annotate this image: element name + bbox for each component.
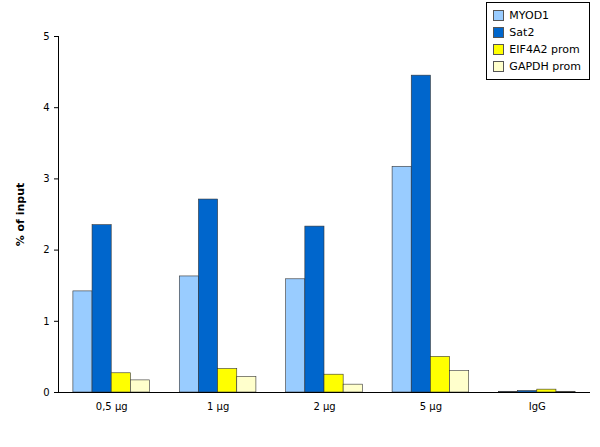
svg-text:5: 5 — [43, 31, 49, 42]
html-text:Sat2: Sat2 — [509, 26, 535, 39]
html-text:MYOD1: MYOD1 — [509, 9, 550, 22]
svg-text:0,5 µg: 0,5 µg — [96, 401, 128, 412]
svg-text:4: 4 — [43, 102, 49, 113]
svg-text:2 µg: 2 µg — [313, 401, 335, 412]
svg-text:5 µg: 5 µg — [420, 401, 442, 412]
svg-text:1: 1 — [43, 316, 49, 327]
svg-text:3: 3 — [43, 173, 49, 184]
svg-text:% of input: % of input — [14, 183, 27, 247]
svg-text:IgG: IgG — [529, 401, 546, 412]
svg-text:0: 0 — [43, 387, 49, 398]
html-text:EIF4A2 prom: EIF4A2 prom — [509, 43, 580, 56]
svg-text:2: 2 — [43, 244, 49, 255]
html-text:GAPDH prom: GAPDH prom — [509, 60, 581, 73]
svg-text:1 µg: 1 µg — [207, 401, 229, 412]
